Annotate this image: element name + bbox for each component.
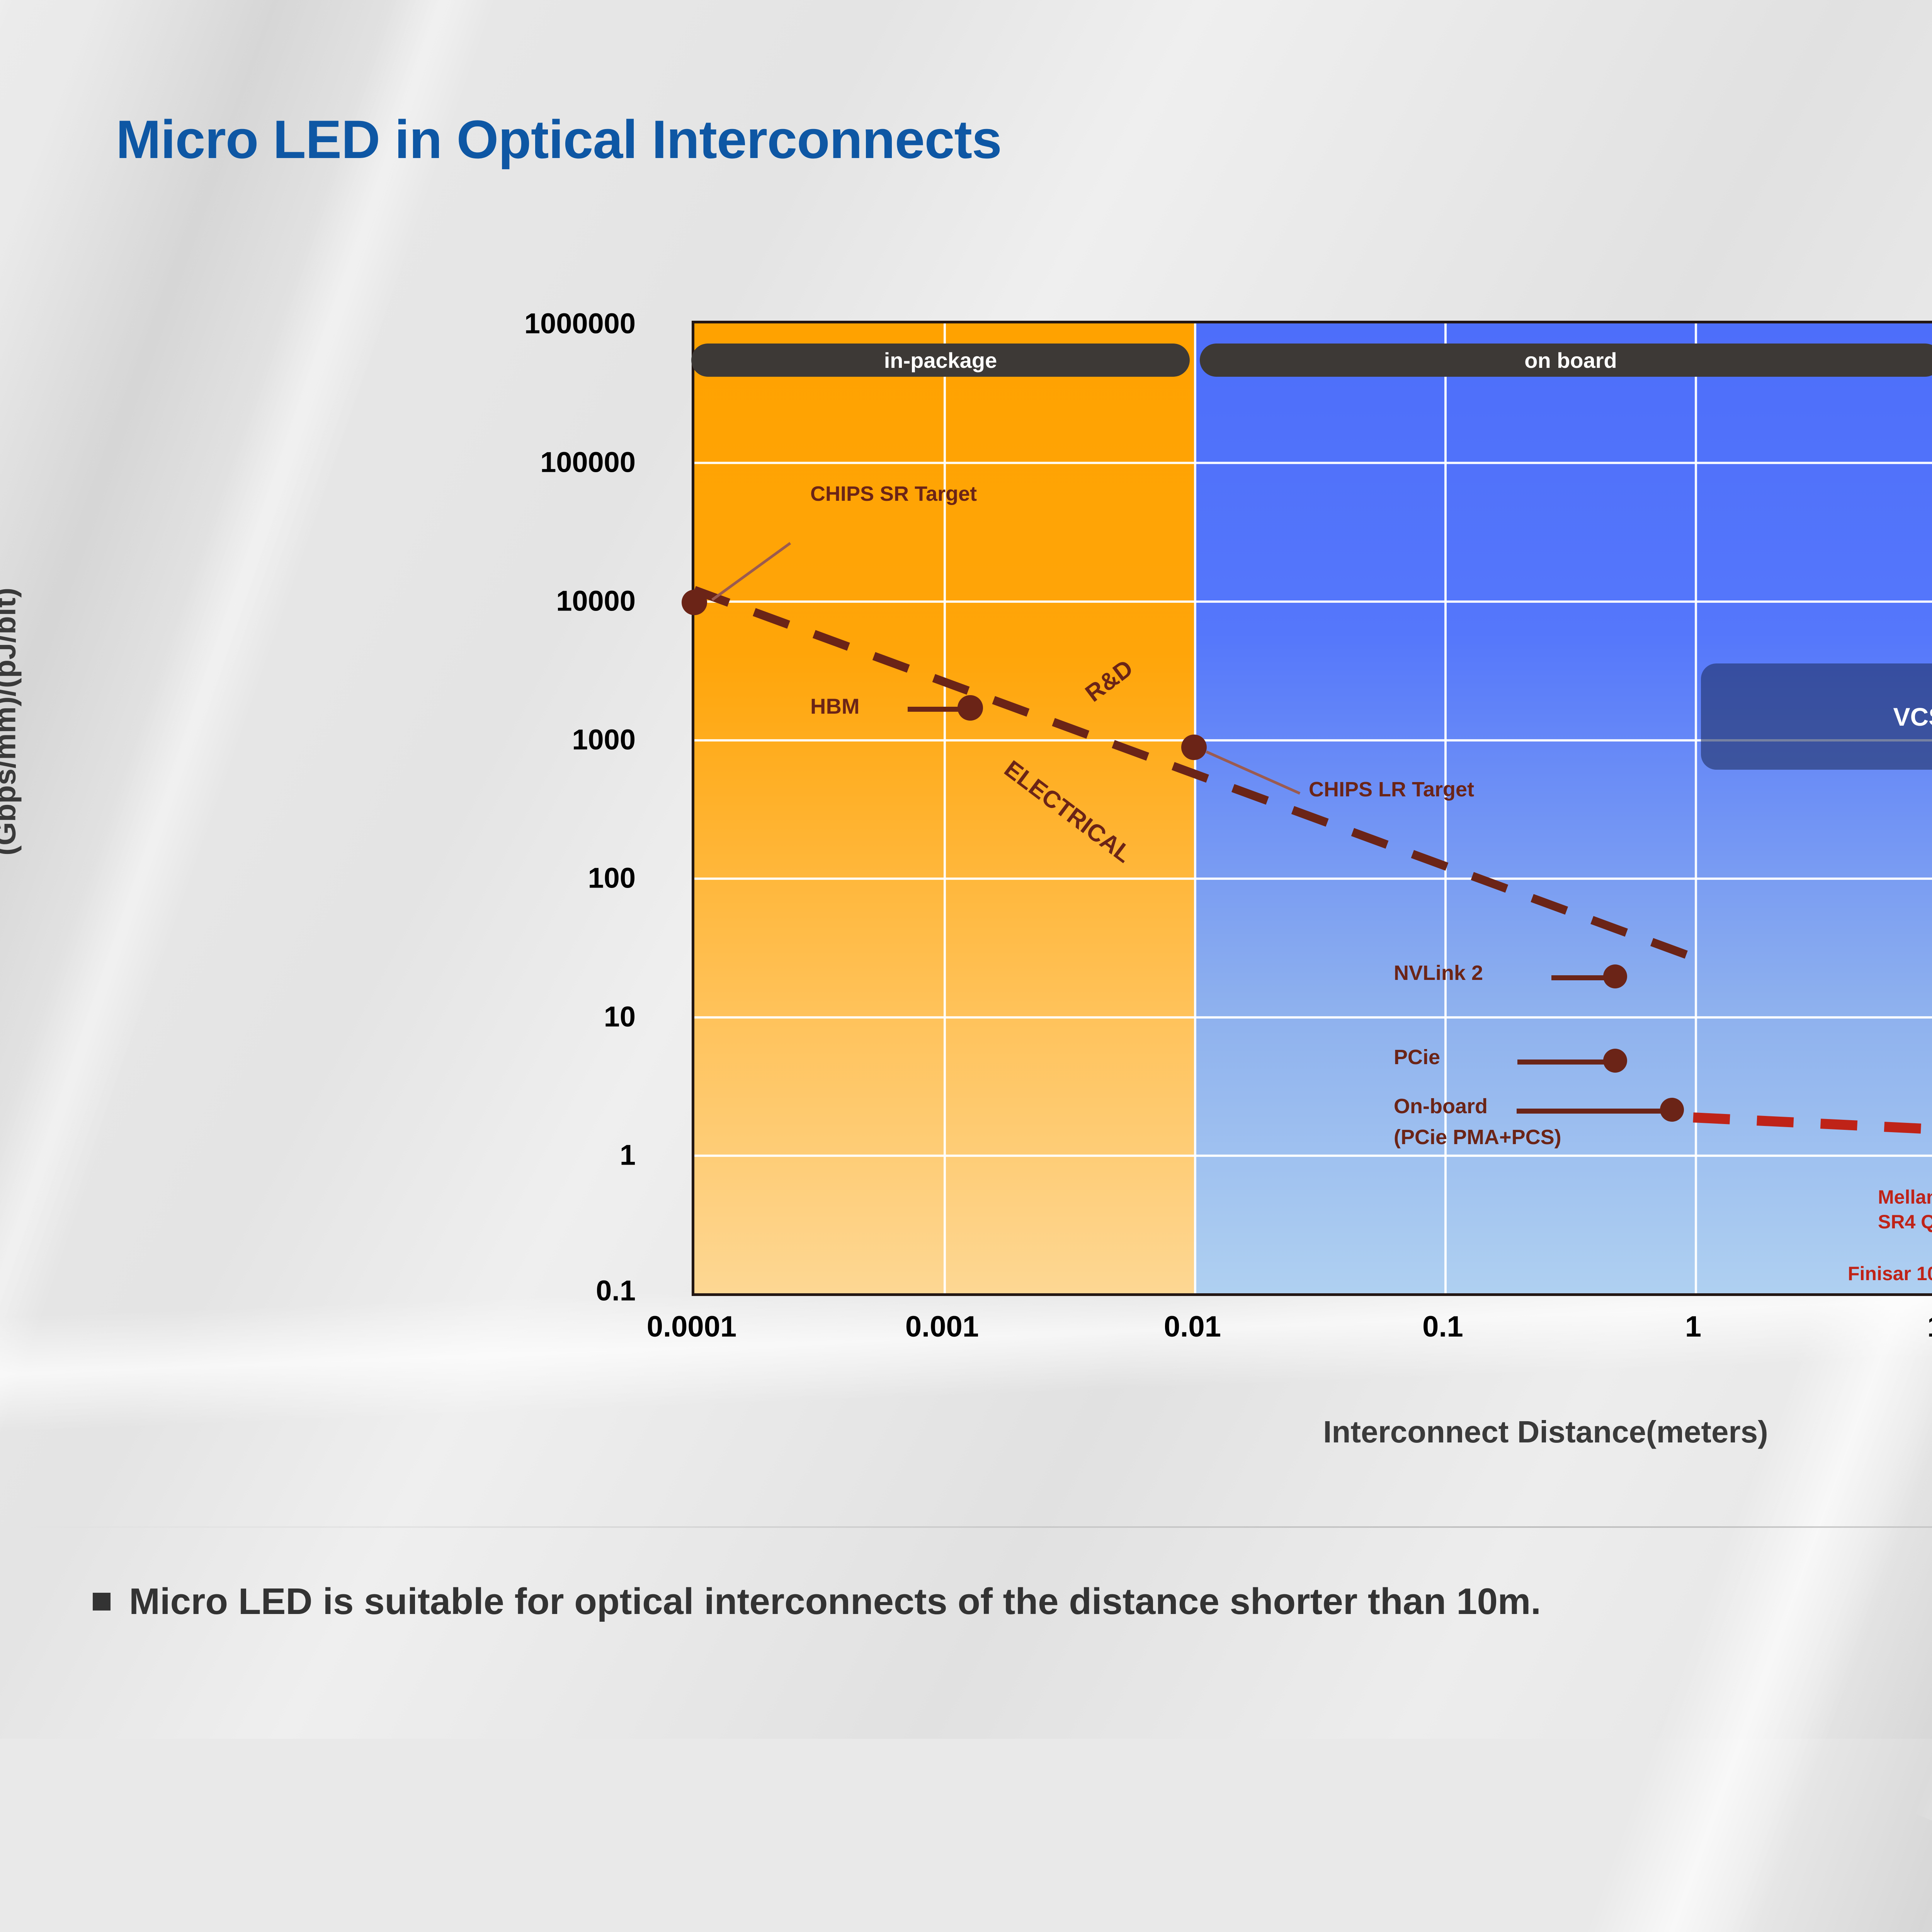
annotation-nvlink-2: NVLink 2 [1394, 961, 1483, 985]
leader-pcie [1517, 1060, 1610, 1065]
y-tick-10: 10 [604, 1000, 636, 1033]
band-label-in-package: in-package [884, 348, 997, 372]
band-pill-on-board: on board [1200, 344, 1932, 377]
overlay-box-vcsel: VCSEL [1701, 663, 1932, 770]
footer-divider [0, 1526, 1932, 1528]
y-tick-10000: 10000 [556, 585, 636, 617]
data-point-pcie [1603, 1049, 1627, 1073]
y-axis-title-line2: (Gbps/mm)/(pJ/bit) [0, 587, 22, 855]
annotation-chips-sr-target: CHIPS SR Target [810, 482, 977, 505]
annotation-pcie: PCie [1394, 1046, 1440, 1069]
leader-nvlink-2 [1551, 975, 1609, 980]
footer-bullet: Micro LED is suitable for optical interc… [93, 1580, 1541, 1623]
annotation-chips-lr-target: CHIPS LR Target [1309, 778, 1475, 801]
x-axis-title: Interconnect Distance(meters) [0, 1414, 1932, 1450]
x-tick-0.0001: 0.0001 [646, 1310, 737, 1343]
annotation-mellanox-line2: SR4 QSFP28 [1878, 1211, 1932, 1233]
y-tick-1: 1 [619, 1139, 636, 1171]
leader-hbm [908, 707, 966, 712]
bullet-text: Micro LED is suitable for optical interc… [129, 1581, 1541, 1622]
annotation-mellanox-line1: Mellanox 100GbE [1878, 1186, 1932, 1208]
data-point-chips-sr-target [682, 590, 707, 615]
bullet-square-icon [93, 1593, 111, 1611]
leader-on-board [1517, 1109, 1667, 1114]
x-tick-0.01: 0.01 [1164, 1310, 1221, 1343]
data-point-nvlink-2 [1603, 964, 1627, 988]
data-point-chips-lr-target [1181, 735, 1207, 760]
gridline-x-1 [1695, 323, 1697, 1293]
overlay-label-vcsel: VCSEL [1893, 702, 1932, 731]
data-point-hbm [957, 695, 983, 721]
annotation-on-board: On-board [1394, 1095, 1488, 1118]
x-tick-0.1: 0.1 [1422, 1310, 1463, 1343]
y-tick-100: 100 [588, 862, 636, 894]
gridline-y-10 [694, 1016, 1932, 1019]
data-point-on-board [1660, 1098, 1684, 1122]
zone-on-board [1194, 323, 1932, 1293]
gridline-y-100000 [694, 462, 1932, 464]
x-tick-0.001: 0.001 [905, 1310, 979, 1343]
annotation-hbm: HBM [810, 694, 860, 718]
y-tick-0.1: 0.1 [596, 1274, 636, 1307]
gridline-y-10000 [694, 600, 1932, 603]
annotation-finisar-100g: Finisar 100G Ethernet SR4 [1848, 1263, 1932, 1284]
y-axis-title: BW Density · Energy Efficiency (Gbps/mm)… [0, 219, 22, 1224]
y-tick-1000000: 1000000 [524, 307, 636, 340]
annotation-finisar-boa: Finisar BOA [1931, 1150, 1932, 1173]
band-label-on-board: on board [1524, 348, 1617, 372]
gridline-x-0.001 [944, 323, 946, 1293]
page-title: Micro LED in Optical Interconnects [116, 109, 1002, 170]
x-tick-10: 10 [1927, 1310, 1932, 1344]
x-tick-1: 1 [1685, 1310, 1702, 1343]
y-tick-100000: 100000 [540, 446, 636, 478]
band-pill-in-package: in-package [691, 344, 1190, 377]
chart-plot-area: in-package on board off board VCSEL SiPh… [682, 321, 1932, 1296]
annotation-on-board-sub: (PCie PMA+PCS) [1394, 1126, 1561, 1149]
x-axis-title-text: Interconnect Distance(meters) [1323, 1415, 1768, 1449]
gridline-y-1 [694, 1155, 1932, 1157]
gridline-x-0.01 [1194, 323, 1196, 1293]
gridline-y-100 [694, 878, 1932, 880]
y-tick-1000: 1000 [572, 723, 636, 756]
